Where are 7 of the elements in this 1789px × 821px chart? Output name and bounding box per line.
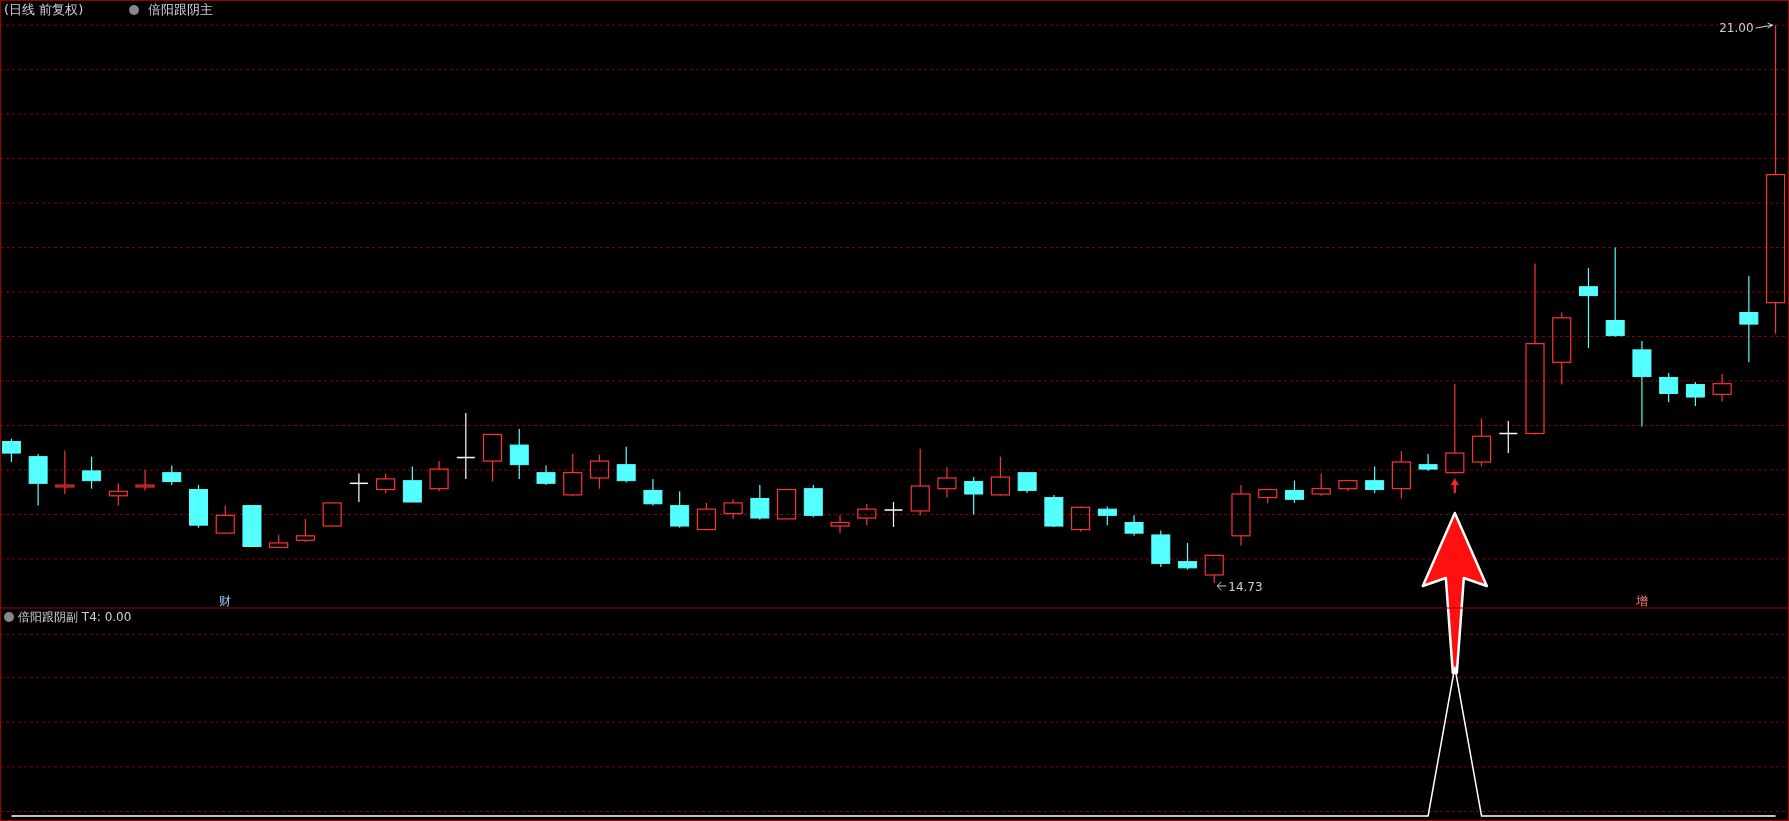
chart-title: (日线 前复权) xyxy=(4,2,84,17)
annotation: 21.00 xyxy=(1719,21,1754,36)
chart-subtitle: 倍阳跟阴主 xyxy=(148,2,213,17)
chart-title: 倍阳跟阴副 T4: 0.00 xyxy=(18,610,132,624)
annotation: 增 xyxy=(1634,594,1648,608)
annotation: 14.73 xyxy=(1228,579,1263,594)
annotation: 财 xyxy=(219,594,232,608)
